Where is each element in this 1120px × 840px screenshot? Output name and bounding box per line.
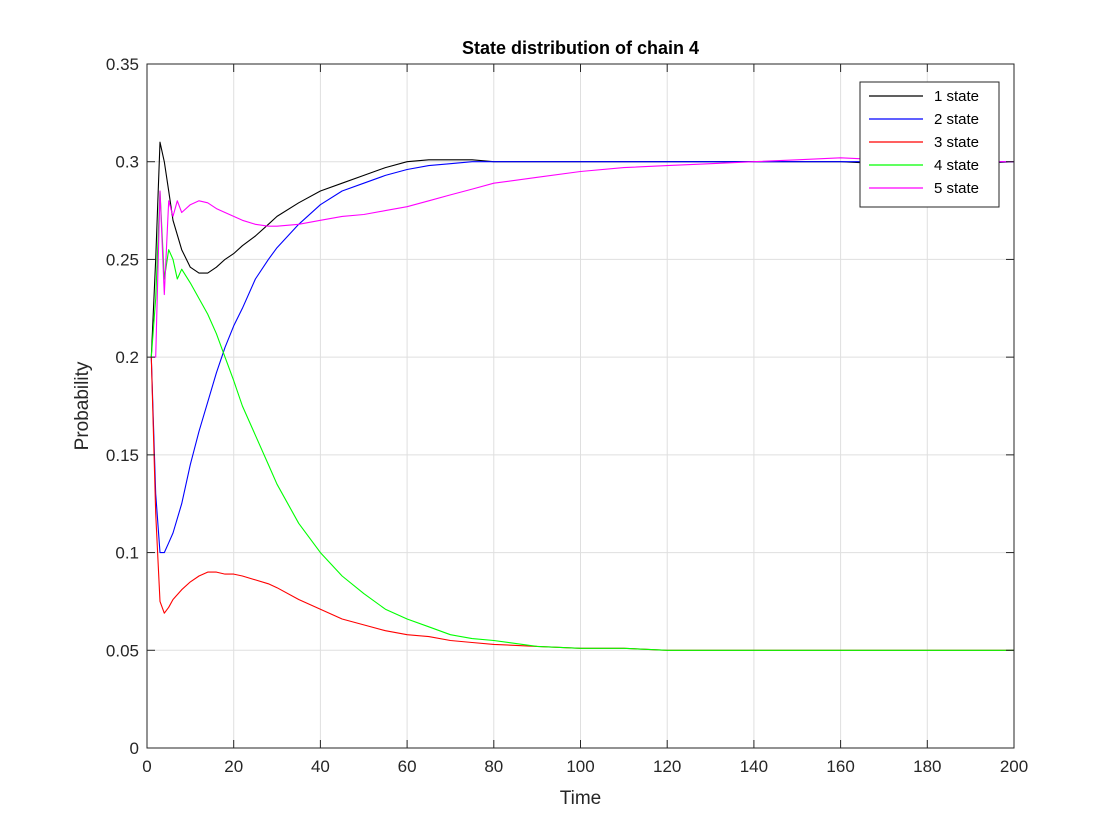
y-tick-label: 0.05 <box>106 641 139 660</box>
chart-title: State distribution of chain 4 <box>462 38 699 58</box>
x-tick-label: 80 <box>484 757 503 776</box>
y-tick-label: 0.25 <box>106 250 139 269</box>
series-line-2 <box>150 161 1014 554</box>
y-tick-label: 0 <box>130 739 139 758</box>
y-tick-label: 0.15 <box>106 446 139 465</box>
y-tick-label: 0.2 <box>115 348 139 367</box>
legend-label-1: 1 state <box>934 88 979 105</box>
x-tick-label: 140 <box>740 757 768 776</box>
x-tick-label: 200 <box>1000 757 1028 776</box>
legend-label-2: 2 state <box>934 111 979 128</box>
legend-label-5: 5 state <box>934 180 979 197</box>
y-tick-label: 0.3 <box>115 153 139 172</box>
x-tick-label: 0 <box>142 757 151 776</box>
series-line-4 <box>150 190 1014 651</box>
x-axis-label: Time <box>560 788 602 809</box>
y-tick-label: 0.1 <box>115 544 139 563</box>
series-lines <box>150 141 1015 651</box>
x-tick-label: 60 <box>398 757 417 776</box>
x-tick-label: 20 <box>224 757 243 776</box>
x-tick-label: 100 <box>566 757 594 776</box>
x-tick-label: 120 <box>653 757 681 776</box>
y-tick-label: 0.35 <box>106 55 139 74</box>
x-tick-label: 180 <box>913 757 941 776</box>
x-tick-label: 160 <box>826 757 854 776</box>
series-line-5 <box>151 157 1014 358</box>
axis-ticks: 0 20 40 60 80 100 120 140 160 180 200 0 0.05 0.1 0.15 0… <box>106 55 1028 776</box>
legend-label-4: 4 state <box>934 157 979 174</box>
y-axis-label: Probability <box>72 361 93 450</box>
legend-label-3: 3 state <box>934 134 979 151</box>
legend-box <box>859 81 1000 208</box>
legend: 1 state 2 state 3 state 4 state 5 state <box>859 81 1000 208</box>
x-tick-label: 40 <box>311 757 330 776</box>
